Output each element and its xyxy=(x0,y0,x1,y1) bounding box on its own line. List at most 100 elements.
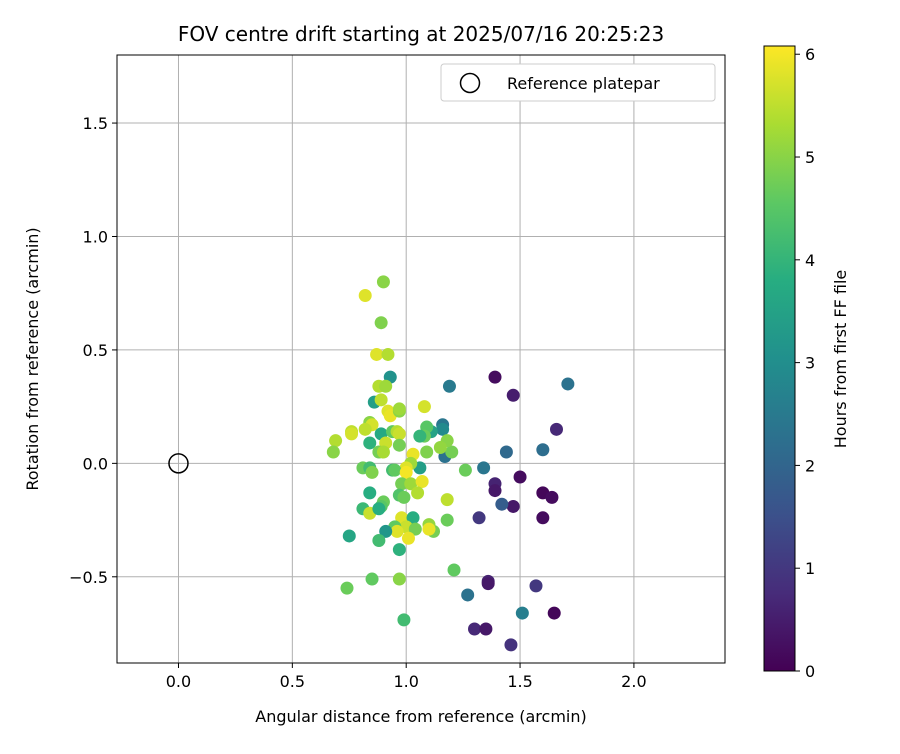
data-point xyxy=(390,524,404,538)
data-point xyxy=(392,438,406,452)
colorbar-tick-label: 6 xyxy=(805,45,815,64)
x-tick-label: 0.0 xyxy=(166,672,191,691)
data-point xyxy=(340,581,354,595)
data-point xyxy=(376,275,390,289)
data-point xyxy=(392,402,406,416)
data-point xyxy=(381,347,395,361)
data-point xyxy=(379,524,393,538)
data-point xyxy=(440,493,454,507)
data-point xyxy=(422,522,436,536)
data-point xyxy=(529,579,543,593)
data-point xyxy=(506,499,520,513)
y-axis-ticks: −0.5 0.0 0.5 1.0 1.5 xyxy=(69,114,117,587)
data-point xyxy=(495,497,509,511)
colorbar-tick-label: 5 xyxy=(805,148,815,167)
reference-marker xyxy=(168,453,189,474)
x-axis-ticks: 0.0 0.5 1.0 1.5 2.0 xyxy=(166,663,647,691)
y-axis-label: Rotation from reference (arcmin) xyxy=(23,227,42,490)
data-point xyxy=(547,606,561,620)
colorbar xyxy=(763,45,796,672)
data-point xyxy=(392,427,406,441)
data-point xyxy=(417,400,431,414)
data-point xyxy=(406,511,420,525)
colorbar-label: Hours from first FF file xyxy=(831,270,850,449)
data-point xyxy=(472,511,486,525)
x-tick-label: 1.5 xyxy=(507,672,532,691)
data-point xyxy=(372,533,386,547)
data-point xyxy=(436,422,450,436)
legend-entry: Reference platepar xyxy=(507,74,660,93)
data-point xyxy=(536,511,550,525)
data-point xyxy=(329,434,343,448)
data-point xyxy=(442,379,456,393)
data-point xyxy=(326,445,340,459)
data-point xyxy=(397,490,411,504)
x-axis-label: Angular distance from reference (arcmin) xyxy=(255,707,586,726)
data-point xyxy=(433,440,447,454)
data-point xyxy=(370,347,384,361)
data-point xyxy=(372,502,386,516)
x-tick-label: 2.0 xyxy=(621,672,646,691)
data-point xyxy=(411,486,425,500)
data-point xyxy=(488,484,502,498)
data-point xyxy=(447,563,461,577)
data-point xyxy=(549,422,563,436)
colorbar-tick-label: 3 xyxy=(805,354,815,373)
plot-frame xyxy=(116,54,726,664)
data-point xyxy=(395,477,409,491)
data-point xyxy=(488,370,502,384)
y-tick-label: 0.5 xyxy=(83,341,108,360)
y-tick-label: 1.0 xyxy=(83,227,108,246)
data-point xyxy=(404,477,418,491)
chart-title: FOV centre drift starting at 2025/07/16 … xyxy=(178,22,664,46)
data-point xyxy=(408,522,422,536)
data-point xyxy=(345,427,359,441)
data-point xyxy=(363,486,377,500)
y-tick-label: 1.5 xyxy=(83,114,108,133)
data-point xyxy=(388,463,402,477)
y-tick-label: 0.0 xyxy=(83,454,108,473)
data-point xyxy=(415,475,429,489)
data-point xyxy=(358,422,372,436)
data-point xyxy=(536,443,550,457)
data-point xyxy=(513,470,527,484)
data-point xyxy=(342,529,356,543)
data-point xyxy=(397,613,411,627)
x-tick-label: 0.5 xyxy=(280,672,305,691)
data-point xyxy=(401,531,415,545)
data-point xyxy=(499,445,513,459)
data-point xyxy=(477,461,491,475)
data-point xyxy=(376,445,390,459)
colorbar-tick-label: 0 xyxy=(805,662,815,681)
data-point xyxy=(392,543,406,557)
data-point xyxy=(504,638,518,652)
data-point xyxy=(479,622,493,636)
data-point xyxy=(392,572,406,586)
colorbar-tick-label: 4 xyxy=(805,251,815,270)
data-point xyxy=(561,377,575,391)
data-point xyxy=(545,490,559,504)
data-point xyxy=(399,465,413,479)
x-tick-label: 1.0 xyxy=(393,672,418,691)
grid-lines xyxy=(117,55,725,663)
data-point xyxy=(374,316,388,330)
data-point xyxy=(515,606,529,620)
data-point xyxy=(506,388,520,402)
data-point xyxy=(379,379,393,393)
legend-box xyxy=(440,63,716,102)
data-points xyxy=(326,275,575,652)
data-point xyxy=(440,513,454,527)
legend: Reference platepar xyxy=(440,63,716,102)
data-point xyxy=(413,429,427,443)
colorbar-tick-label: 1 xyxy=(805,559,815,578)
data-point xyxy=(365,572,379,586)
data-point xyxy=(420,445,434,459)
y-tick-label: −0.5 xyxy=(69,568,108,587)
data-point xyxy=(461,588,475,602)
data-point xyxy=(363,436,377,450)
data-point xyxy=(358,288,372,302)
data-point xyxy=(445,445,459,459)
data-point xyxy=(481,577,495,591)
colorbar-ticks: 0 1 2 3 4 5 6 xyxy=(795,45,815,681)
